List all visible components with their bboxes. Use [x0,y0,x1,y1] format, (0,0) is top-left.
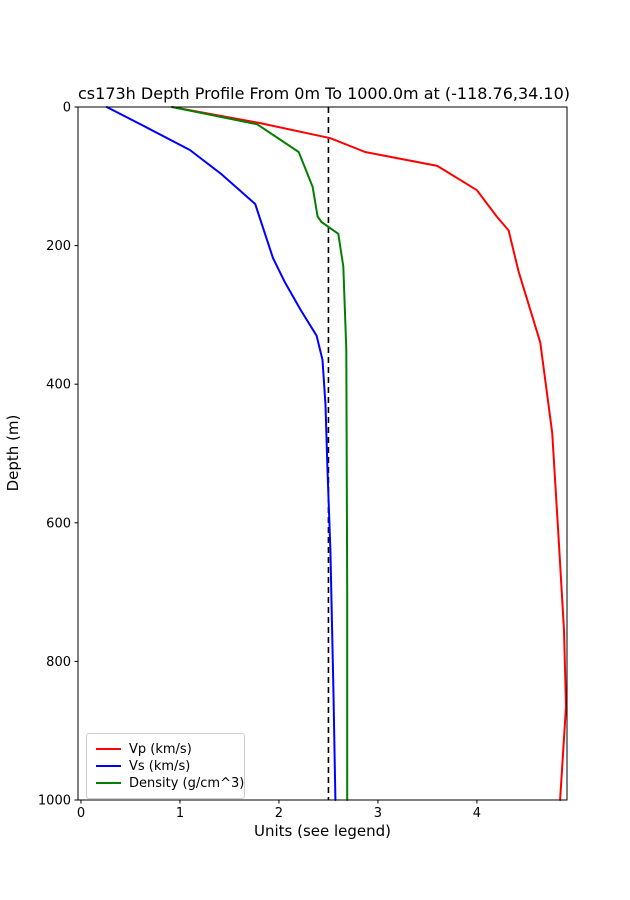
chart-title: cs173h Depth Profile From 0m To 1000.0m … [78,84,571,103]
legend-line-swatch [96,765,121,767]
legend-item: Density (g/cm^3) [96,775,244,791]
legend-line-swatch [96,748,121,750]
y-tick-label: 400 [46,378,71,393]
legend-item: Vs (km/s) [96,758,244,774]
x-tick-label: 4 [473,806,481,821]
legend-item-label: Vs (km/s) [129,758,191,774]
x-tick-label: 0 [77,806,85,821]
x-tick-label: 1 [176,806,184,821]
y-tick-label: 600 [46,516,71,531]
legend-item: Vp (km/s) [96,741,244,757]
y-axis-label: Depth (m) [4,414,22,492]
y-tick-label: 1000 [38,794,71,809]
legend-line-swatch [96,782,121,784]
plot-border [77,106,568,801]
vs-curve [105,106,337,801]
vp-curve [171,106,567,801]
legend-item-label: Vp (km/s) [129,741,192,757]
density-curve [171,106,349,801]
legend-item-label: Density (g/cm^3) [129,775,245,791]
y-tick-label: 800 [46,655,71,670]
legend: Vp (km/s) Vs (km/s) Density (g/cm^3) [86,733,245,799]
x-tick-label: 3 [374,806,382,821]
y-tick-label: 200 [46,239,71,254]
x-tick-label: 2 [275,806,283,821]
x-axis-label: Units (see legend) [253,822,392,840]
y-tick-label: 0 [63,101,71,116]
